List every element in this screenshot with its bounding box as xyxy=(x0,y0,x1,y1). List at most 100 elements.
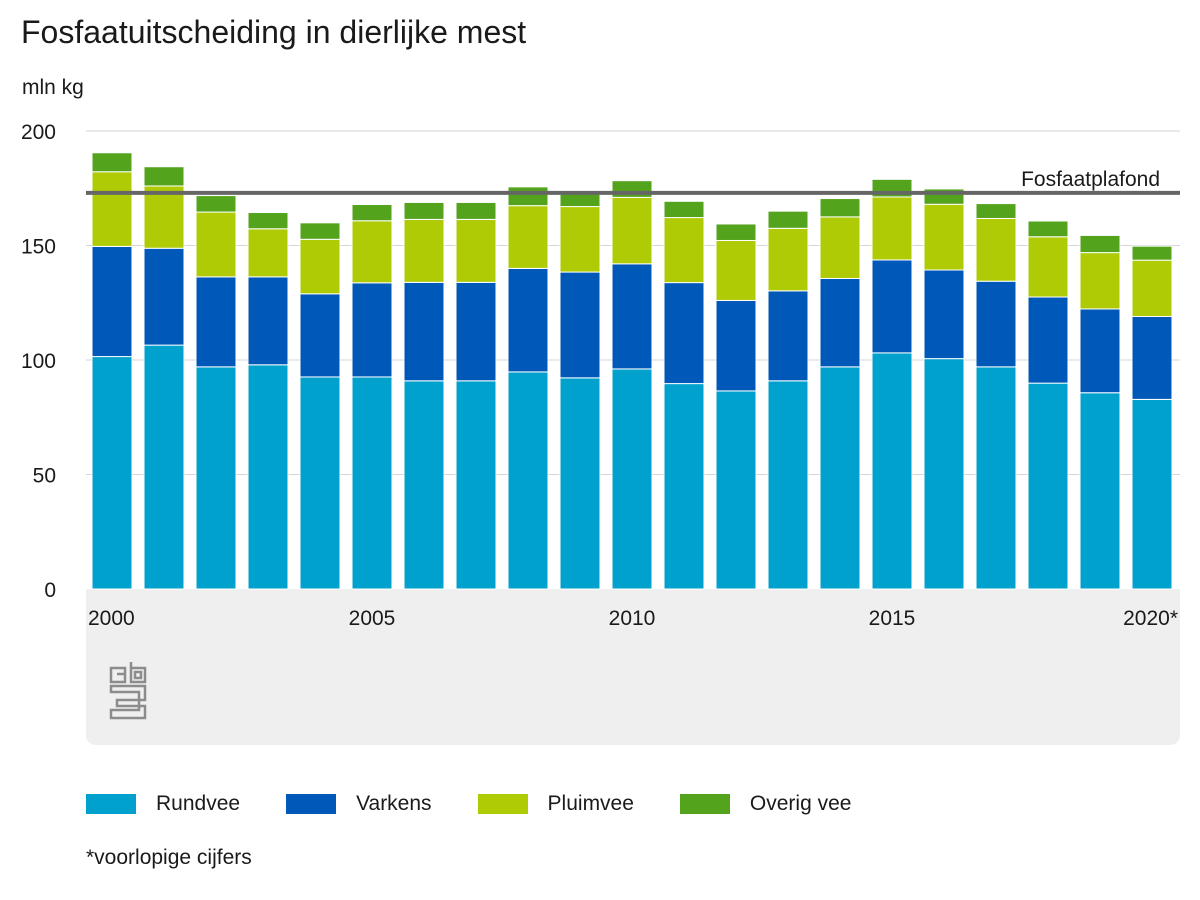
bar-segment-pluimvee xyxy=(923,203,965,271)
legend-item-varkens: Varkens xyxy=(286,792,432,816)
bar-segment-overig-vee xyxy=(247,212,289,230)
bar-segment-rundvee xyxy=(247,364,289,590)
bar-segment-pluimvee xyxy=(91,171,133,247)
bar-segment-overig-vee xyxy=(715,223,757,241)
bar-segment-rundvee xyxy=(715,390,757,590)
x-tick-label: 2000 xyxy=(88,607,135,630)
bar-segment-overig-vee xyxy=(195,195,237,213)
bar-segment-overig-vee xyxy=(663,200,705,219)
bar-segment-rundvee xyxy=(507,371,549,590)
bar-segment-varkens xyxy=(975,280,1017,368)
bar-segment-pluimvee xyxy=(819,216,861,279)
y-tick-label: 200 xyxy=(21,121,56,144)
bar-segment-overig-vee xyxy=(403,201,445,220)
y-tick-label: 100 xyxy=(21,350,56,373)
bar-segment-varkens xyxy=(143,247,185,346)
legend-label-rundvee: Rundvee xyxy=(156,792,241,815)
bar-segment-rundvee xyxy=(767,380,809,590)
legend-item-pluimvee: Pluimvee xyxy=(477,792,634,816)
x-tick-label: 2020* xyxy=(1123,607,1178,630)
legend-swatch-pluimvee xyxy=(477,794,528,814)
legend-item-rundvee: Rundvee xyxy=(86,792,240,816)
bar-segment-varkens xyxy=(403,281,445,382)
bar-segment-rundvee xyxy=(819,366,861,590)
bar-segment-pluimvee xyxy=(351,220,393,284)
bar-segment-rundvee xyxy=(1079,392,1121,590)
legend-swatch-varkens xyxy=(286,794,337,814)
bars xyxy=(91,152,1173,590)
bar-segment-overig-vee xyxy=(507,186,549,207)
y-tick-label: 150 xyxy=(21,236,56,259)
bar-segment-rundvee xyxy=(143,344,185,590)
y-tick-label: 0 xyxy=(44,579,56,602)
bar-segment-overig-vee xyxy=(91,152,133,173)
bar-segment-varkens xyxy=(819,277,861,368)
x-tick-label: 2010 xyxy=(609,607,656,630)
y-axis-unit: mln kg xyxy=(22,76,84,99)
legend-label-pluimvee: Pluimvee xyxy=(547,792,634,815)
bar-segment-varkens xyxy=(1131,315,1173,400)
bar-segment-rundvee xyxy=(403,380,445,590)
bar-segment-varkens xyxy=(507,267,549,373)
bar-segment-pluimvee xyxy=(1079,252,1121,310)
bar-segment-overig-vee xyxy=(455,201,497,220)
bar-segment-varkens xyxy=(715,299,757,392)
reference-line-label: Fosfaatplafond xyxy=(1021,168,1160,191)
bar-segment-overig-vee xyxy=(975,203,1017,219)
bar-segment-varkens xyxy=(247,276,289,366)
x-axis-panel xyxy=(86,589,1180,745)
bar-segment-overig-vee xyxy=(1131,245,1173,261)
bar-segment-rundvee xyxy=(1131,398,1173,590)
bar-segment-rundvee xyxy=(871,352,913,590)
bar-segment-pluimvee xyxy=(871,196,913,261)
bar-segment-overig-vee xyxy=(611,180,653,198)
bar-segment-pluimvee xyxy=(663,217,705,284)
legend-label-varkens: Varkens xyxy=(356,792,432,815)
bar-segment-rundvee xyxy=(559,377,601,590)
x-tick-label: 2005 xyxy=(349,607,396,630)
legend-item-overig-vee: Overig vee xyxy=(679,792,851,816)
bar-segment-overig-vee xyxy=(1027,220,1069,238)
bar-segment-overig-vee xyxy=(559,192,601,208)
bar-segment-pluimvee xyxy=(1131,259,1173,317)
bar-segment-varkens xyxy=(663,282,705,385)
bar-segment-pluimvee xyxy=(455,218,497,283)
bar-segment-rundvee xyxy=(663,383,705,590)
bar-segment-pluimvee xyxy=(767,227,809,292)
bar-segment-varkens xyxy=(455,281,497,382)
x-tick-label: 2015 xyxy=(869,607,916,630)
legend: Rundvee Varkens Pluimvee Overig vee xyxy=(86,792,897,816)
bar-segment-varkens xyxy=(195,276,237,368)
bar-segment-varkens xyxy=(1079,308,1121,394)
bar-segment-varkens xyxy=(351,282,393,378)
bar-segment-rundvee xyxy=(455,380,497,590)
stacked-bar-chart: 0 50 100 150 200 2000 2005 2010 2015 2020* Fosfa… xyxy=(21,121,1180,745)
bar-segment-varkens xyxy=(767,290,809,382)
y-tick-label: 50 xyxy=(33,465,56,488)
bar-segment-varkens xyxy=(91,245,133,358)
bar-segment-pluimvee xyxy=(559,206,601,273)
bar-segment-varkens xyxy=(923,269,965,360)
cbs-logo-icon xyxy=(109,662,147,720)
y-axis-ticks: 0 50 100 150 200 xyxy=(21,121,56,602)
footnote: *voorlopige cijfers xyxy=(86,846,252,869)
bar-segment-varkens xyxy=(871,259,913,354)
bar-segment-pluimvee xyxy=(195,211,237,278)
bar-segment-overig-vee xyxy=(299,222,341,240)
bar-segment-overig-vee xyxy=(351,204,393,222)
bar-segment-rundvee xyxy=(195,366,237,590)
bar-segment-varkens xyxy=(1027,296,1069,384)
bar-segment-pluimvee xyxy=(299,238,341,295)
bar-segment-pluimvee xyxy=(507,205,549,269)
bar-segment-rundvee xyxy=(611,368,653,590)
bar-segment-varkens xyxy=(611,263,653,370)
bar-segment-pluimvee xyxy=(975,217,1017,282)
bar-segment-rundvee xyxy=(923,358,965,590)
bar-segment-pluimvee xyxy=(611,196,653,265)
bar-segment-rundvee xyxy=(299,376,341,590)
x-axis-panel-top xyxy=(86,589,1180,609)
bar-segment-pluimvee xyxy=(715,239,757,301)
bar-segment-rundvee xyxy=(91,356,133,590)
bar-segment-overig-vee xyxy=(819,198,861,218)
bar-segment-pluimvee xyxy=(247,228,289,278)
